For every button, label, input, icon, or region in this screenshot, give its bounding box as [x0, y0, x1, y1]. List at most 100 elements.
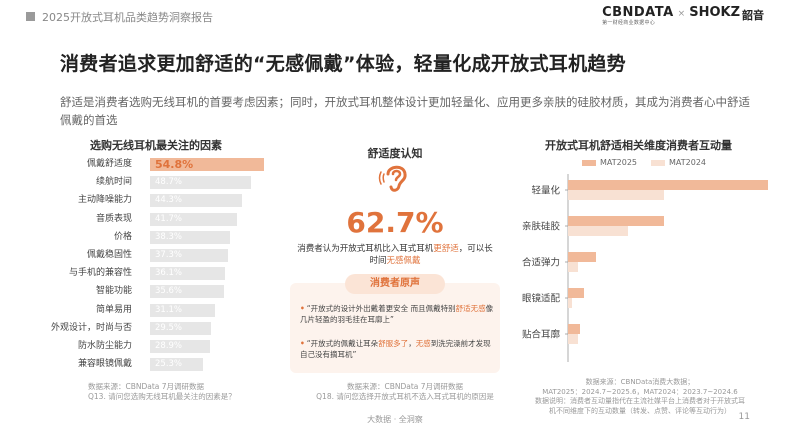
left-chart-value-label: 44.3% — [155, 195, 183, 206]
quote1-part-b: 像几片轻盈的羽毛挂在耳廓上” — [300, 304, 494, 324]
left-chart-row: 兼容眼镜佩戴 25.3% — [30, 358, 280, 372]
ear-icon — [378, 165, 407, 192]
legend-label-mat2025: MAT2025 — [600, 158, 637, 167]
left-chart-category-label: 佩戴舒适度 — [86, 159, 132, 169]
left-chart-bar — [150, 285, 225, 299]
shokz-logo-cn: 韶音 — [742, 9, 764, 22]
left-chart-title: 选购无线耳机最关注的因素 — [90, 139, 222, 152]
left-chart-row: 与手机的兼容性 36.1% — [30, 267, 280, 281]
left-chart-bar — [150, 358, 203, 372]
legend-swatch-mat2025 — [582, 159, 596, 166]
right-chart-bar-mat2025 — [568, 252, 596, 262]
left-chart-value-label: 31.1% — [155, 304, 183, 315]
legend-item-mat2024: MAT2024 — [651, 158, 706, 167]
left-chart-value-label: 29.5% — [155, 322, 183, 333]
legend-label-mat2024: MAT2024 — [669, 158, 706, 167]
right-note-line-1: 数据来源：CBNData消费大数据； — [585, 378, 695, 386]
quote-bullet: • — [300, 339, 305, 348]
left-chart-bar — [150, 194, 243, 208]
page-headline: 消费者追求更加舒适的“无感佩戴”体验，轻量化成开放式耳机趋势 — [60, 53, 626, 75]
left-chart-bar — [150, 249, 228, 262]
right-chart-note: 数据来源：CBNData消费大数据； MAT2025：2024.7~2025.6… — [500, 378, 780, 416]
right-chart-bar-mat2024 — [568, 334, 578, 344]
right-chart-bar-mat2024 — [568, 262, 578, 272]
footer-text: 大数据 · 全洞察 — [367, 415, 423, 424]
left-chart-category-label: 主动降噪能力 — [77, 195, 132, 206]
left-chart-source: 数据来源：CBNData 7月调研数据 — [88, 382, 205, 391]
legend-item-mat2025: MAT2025 — [582, 158, 637, 167]
left-chart-value-label: 28.9% — [155, 341, 183, 351]
report-title: 2025开放式耳机品类趋势洞察报告 — [42, 11, 213, 24]
consumer-voice-title: 消费者原声 — [345, 274, 445, 294]
right-chart-bar-mat2025 — [568, 288, 584, 298]
page-number: 11 — [738, 412, 750, 422]
left-chart-value-label: 54.8% — [155, 158, 194, 171]
left-chart-row: 主动降噪能力 44.3% — [30, 194, 280, 208]
middle-source: 数据来源：CBNData 7月调研数据 — [346, 382, 464, 391]
quote2-part-a: “开放式的佩戴让耳朵 — [306, 339, 379, 348]
comfort-percent: 62.7% — [346, 206, 444, 239]
left-chart-bar — [150, 340, 211, 353]
left-chart-value-label: 36.1% — [155, 268, 183, 279]
report-square-marker — [26, 12, 35, 21]
left-chart-value-label: 35.6% — [155, 286, 183, 297]
left-chart-row: 续航时间 48.7% — [30, 176, 280, 190]
desc-highlight-2: 无感佩戴 — [386, 256, 421, 266]
right-chart-category-label: 贴合耳廓 — [522, 329, 561, 341]
left-chart-row: 智能功能 35.6% — [30, 285, 280, 299]
right-chart-title: 开放式耳机舒适相关维度消费者互动量 — [545, 139, 732, 152]
top-bar: 2025开放式耳机品类趋势洞察报告 CBNDATA 第一财经商业数据中心 × S… — [0, 0, 790, 34]
left-chart-bar — [150, 267, 226, 281]
consumer-quote-1: • “开放式的设计外出戴着更安全 而且佩戴特别舒适无感像几片轻盈的羽毛挂在耳廓上” — [300, 303, 495, 325]
comfort-perception-title: 舒适度认知 — [367, 147, 423, 160]
comfort-description: 消费者认为开放式耳机比入耳式耳机更舒适，可以长时间无感佩戴 — [295, 243, 495, 267]
left-chart-bar — [150, 230, 230, 244]
desc-part-1: 消费者认为开放式耳机比入耳式耳机 — [297, 244, 434, 254]
consumer-quote-2: • “开放式的佩戴让耳朵舒服多了，无感到洗完澡前才发现自己没有摘耳机” — [300, 338, 495, 360]
right-chart-bar-mat2024 — [568, 226, 628, 236]
quote2-mid: ， — [408, 339, 416, 348]
page-subtitle: 舒适是消费者选购无线耳机的首要考虑因素；同时，开放式耳机整体设计更加轻量化、应用… — [60, 95, 750, 127]
right-chart-legend: MAT2025 MAT2024 — [582, 158, 720, 167]
left-chart-value-label: 37.3% — [155, 250, 183, 260]
right-chart-category-label: 轻量化 — [531, 185, 560, 197]
left-bar-chart: 佩戴舒适度 54.8% 续航时间 48.7% 主动降噪能力 44.3% 音质表现 41.7% 价… — [30, 158, 280, 378]
right-chart-bar-mat2025 — [568, 324, 580, 334]
left-chart-row: 佩戴舒适度 54.8% — [30, 158, 280, 171]
left-chart-row: 佩戴稳固性 37.3% — [30, 249, 280, 262]
left-chart-category-label: 外观设计，时尚与否 — [50, 322, 132, 333]
right-chart-category-label: 眼镜适配 — [522, 293, 561, 305]
right-chart-category-label: 合适弹力 — [522, 257, 560, 269]
left-chart-bar — [150, 303, 215, 317]
left-chart-value-label: 25.3% — [155, 359, 183, 370]
right-chart-category-label: 亲肤硅胶 — [522, 221, 561, 233]
left-chart-note: 数据来源：CBNData 7月调研数据 Q13. 请问您选购无线耳机最关注的因素… — [88, 382, 268, 402]
cbndata-logo-subtext: 第一财经商业数据中心 — [602, 20, 656, 26]
left-chart-value-label: 48.7% — [155, 177, 183, 188]
left-chart-row: 音质表现 41.7% — [30, 212, 280, 226]
left-chart-bar — [150, 158, 265, 171]
left-chart-row: 价格 38.3% — [30, 230, 280, 244]
consumer-voice-box — [290, 283, 500, 373]
middle-question: Q18. 请问您选择开放式耳机不选入耳式耳机的原因是 — [316, 392, 494, 401]
right-chart-bar-mat2024 — [568, 190, 664, 200]
quote2-highlight-1: 舒服多了 — [378, 339, 409, 348]
left-chart-bar — [150, 321, 212, 335]
left-chart-bar — [150, 212, 237, 226]
left-chart-row: 外观设计，时尚与否 29.5% — [30, 321, 280, 335]
left-chart-question: Q13. 请问您选购无线耳机最关注的因素是？ — [88, 392, 236, 401]
left-chart-row: 简单易用 31.1% — [30, 303, 280, 317]
middle-note: 数据来源：CBNData 7月调研数据 Q18. 请问您选择开放式耳机不选入耳式… — [305, 382, 505, 402]
desc-part-2: ，可以长时间 — [369, 244, 493, 266]
legend-swatch-mat2024 — [651, 159, 665, 166]
left-chart-category-label: 价格 — [113, 231, 132, 242]
shokz-logo-text: SHOKZ — [689, 5, 740, 20]
brand-logos: CBNDATA 第一财经商业数据中心 × SHOKZ 韶音 — [602, 6, 764, 28]
left-chart-category-label: 简单易用 — [95, 304, 132, 315]
left-chart-value-label: 38.3% — [155, 231, 183, 242]
cbndata-logo-text: CBNDATA — [602, 5, 674, 20]
right-note-line-2: MAT2025：2024.7~2025.6，MAT2024：2023.7~202… — [542, 387, 738, 396]
quote-bullet: • — [300, 304, 305, 313]
left-chart-category-label: 与手机的兼容性 — [68, 268, 132, 279]
right-chart-bar-mat2025 — [568, 180, 768, 190]
